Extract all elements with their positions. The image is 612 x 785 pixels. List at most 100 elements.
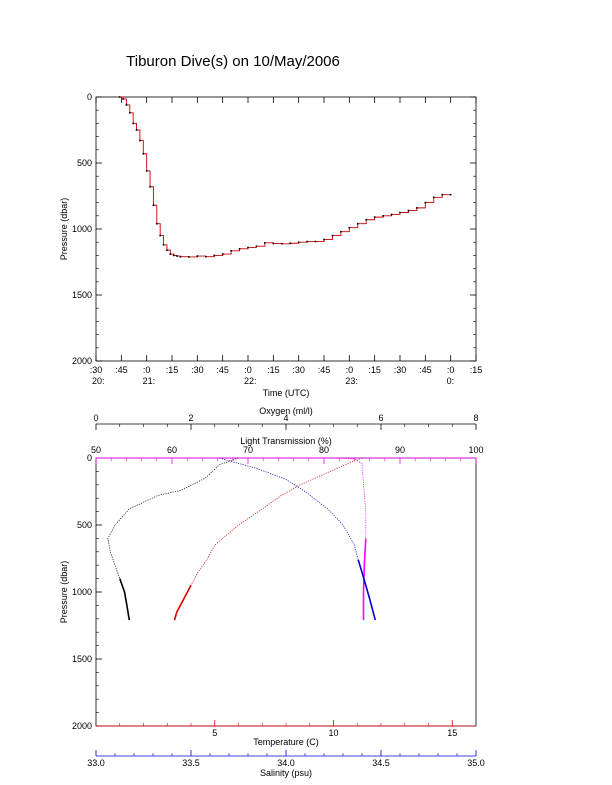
dive-track-x-tick-label: :45 — [318, 365, 331, 375]
temperature-axis: 5 10 15 Temperature (C) — [96, 720, 476, 747]
dive-track-point — [356, 222, 359, 225]
dive-track-point — [348, 226, 351, 229]
dive-track-plot-frame — [95, 96, 477, 362]
dive-track-point — [176, 255, 178, 257]
light-tick-label: 50 — [91, 445, 101, 455]
salinity-tick-label: 34.0 — [277, 758, 295, 768]
dive-track-x-tick-label: :45 — [115, 365, 128, 375]
dive-track-point — [221, 253, 224, 255]
light-tick-label: 60 — [167, 445, 177, 455]
profile-series — [96, 457, 377, 621]
dive-track-x-tick-label: :0 — [447, 365, 455, 375]
dive-track-y-tick-label: 500 — [77, 158, 92, 168]
salinity-axis: 33.0 33.5 34.0 34.5 35.0 Salinity (psu) — [87, 750, 485, 778]
dive-track-point — [314, 240, 317, 243]
light-tick-label: 70 — [243, 445, 253, 455]
dive-track-point — [382, 215, 384, 217]
dive-track-point — [230, 249, 232, 252]
dive-track-point — [122, 98, 124, 100]
dive-track-point — [132, 122, 134, 125]
dive-track-point — [204, 255, 207, 258]
dive-track-point — [118, 96, 121, 98]
dive-track-x-tick-label: :30 — [394, 365, 407, 375]
salinity-tick-label: 34.5 — [372, 758, 390, 768]
temperature-tick-label: 10 — [328, 728, 338, 738]
dive-track-point — [196, 255, 199, 257]
dive-track-x-hour-label: 23: — [345, 376, 358, 386]
dive-track-x-tick-label: :15 — [267, 365, 280, 375]
temperature-axis-label: Temperature (C) — [253, 737, 319, 747]
light-tick-label: 100 — [468, 445, 483, 455]
oxygen-profile-line — [107, 457, 239, 621]
dive-track-point — [172, 254, 175, 257]
dive-track-point — [142, 152, 145, 155]
dive-track-point — [149, 185, 151, 188]
dive-track-point — [280, 242, 283, 245]
dive-track-point — [416, 207, 418, 209]
salinity-axis-ticks: 33.0 33.5 34.0 34.5 35.0 — [87, 750, 485, 768]
oxygen-profile-deep-segment — [119, 578, 131, 621]
dive-track-x-label: Time (UTC) — [263, 388, 310, 398]
light-axis: 50 60 70 80 90 100 Light Transmission (%) — [91, 436, 484, 464]
oxygen-axis: 0 2 4 6 8 Oxygen (ml/l) — [93, 406, 479, 430]
dive-track-x-tick-label: :45 — [216, 365, 229, 375]
light-profile-line — [96, 457, 367, 621]
profile-y-tick-label: 1000 — [72, 587, 92, 597]
dive-track-point — [238, 248, 241, 250]
oxygen-tick-label: 6 — [378, 413, 383, 423]
dive-track-point — [407, 209, 410, 212]
dive-track-x-tick-label: :45 — [419, 365, 432, 375]
dive-track-x-tick-label: :15 — [368, 365, 381, 375]
dive-track-point — [247, 246, 249, 249]
profile-chart: 0 500 1000 1500 2000 0 2 4 6 8 Oxygen (ml/l) 50 6… — [59, 406, 485, 778]
oxygen-tick-label: 8 — [473, 413, 478, 423]
dive-track-point — [323, 238, 325, 241]
dive-track-y-tick-label: 1000 — [72, 224, 92, 234]
dive-track-x-tick-label: :30 — [90, 365, 103, 375]
profile-y-tick-label: 500 — [77, 520, 92, 530]
dive-track-point — [156, 222, 158, 225]
dive-track-x-tick-label: :30 — [191, 365, 204, 375]
dive-track-point — [373, 216, 376, 218]
dive-track-point — [424, 201, 427, 204]
profile-y-tick-label: 1500 — [72, 654, 92, 664]
salinity-axis-label: Salinity (psu) — [260, 768, 312, 778]
dive-track-point — [128, 112, 131, 114]
light-axis-label: Light Transmission (%) — [240, 436, 332, 446]
dive-track-y-tick-label: 1500 — [72, 290, 92, 300]
temperature-axis-ticks: 5 10 15 — [119, 720, 457, 738]
salinity-tick-label: 33.0 — [87, 758, 105, 768]
dive-track-x-tick-label: :30 — [292, 365, 305, 375]
dive-track-x-tick-label: :15 — [470, 365, 483, 375]
dive-track-point — [139, 139, 141, 142]
dive-track-point — [145, 170, 148, 172]
temperature-profile-line — [174, 457, 363, 621]
dive-track-x-hour-label: 21: — [143, 376, 156, 386]
dive-track-point — [125, 104, 128, 106]
dive-track-x-hour-label: 0: — [447, 376, 455, 386]
dive-track-y-tick-label: 2000 — [72, 356, 92, 366]
salinity-profile-line — [219, 457, 376, 621]
salinity-profile-deep-segment — [357, 559, 377, 621]
dive-track-point — [166, 249, 168, 251]
temperature-profile-deep-segment — [173, 584, 192, 621]
profile-y-label: Pressure (dbar) — [59, 561, 69, 624]
salinity-tick-label: 35.0 — [467, 758, 485, 768]
dive-track-point — [169, 253, 172, 255]
dive-track-point — [399, 211, 401, 214]
oxygen-axis-label: Oxygen (ml/l) — [259, 406, 313, 416]
profile-y-tick-label: 2000 — [72, 721, 92, 731]
dive-track-x-hour-label: 20: — [92, 376, 105, 386]
temperature-tick-label: 15 — [447, 728, 457, 738]
dive-track-y-label: Pressure (dbar) — [59, 198, 69, 261]
dive-track-point — [213, 254, 216, 257]
dive-track-point — [365, 218, 368, 221]
oxygen-tick-label: 0 — [93, 413, 98, 423]
dive-track-point — [441, 193, 444, 196]
dive-track-point — [306, 240, 308, 243]
dive-track-point — [179, 255, 182, 258]
dive-track-y-tick-label: 0 — [87, 92, 92, 102]
dive-track-point — [188, 256, 190, 258]
light-axis-ticks: 50 60 70 80 90 100 — [91, 445, 484, 464]
